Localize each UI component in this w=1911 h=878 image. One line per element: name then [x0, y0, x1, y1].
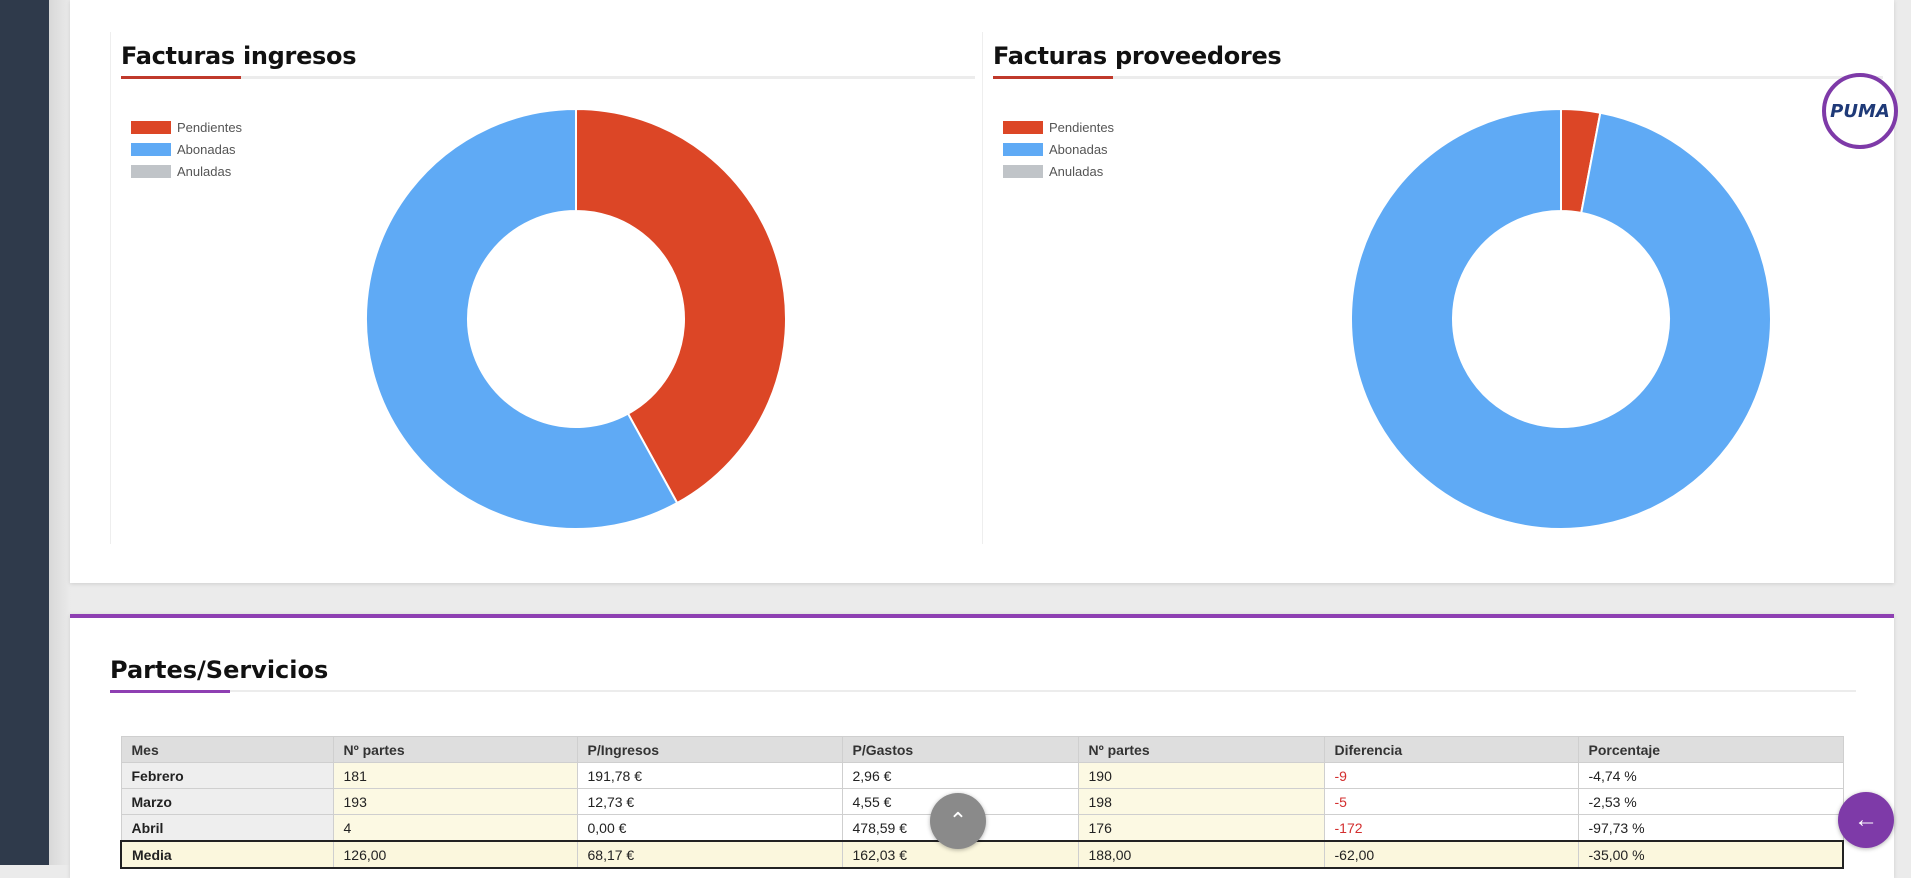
double-chevron-up-icon: ⌃ — [948, 808, 968, 833]
puma-logo[interactable]: PUMA — [1822, 73, 1898, 149]
cell-n-partes-2: 198 — [1077, 788, 1325, 815]
legend-label: Abonadas — [177, 141, 236, 157]
legend-swatch — [131, 120, 171, 134]
cell-mes: Febrero — [120, 762, 334, 789]
proveedores-legend: Pendientes Abonadas Anuladas — [1003, 116, 1114, 182]
legend-label: Anuladas — [1049, 163, 1104, 179]
cell-n-partes-2: 190 — [1077, 762, 1325, 789]
cell-porcentaje: -97,73 % — [1577, 814, 1844, 842]
cell-n-partes-2: 188,00 — [1077, 840, 1325, 869]
donut-slice-pendientes[interactable] — [575, 107, 787, 505]
table-row: Marzo 193 12,73 € 4,55 € 198 -5 -2,53 % — [120, 788, 1844, 815]
col-n-partes-2: Nº partes — [1077, 736, 1325, 763]
legend-item[interactable]: Abonadas — [1003, 138, 1114, 160]
partes-title-rule — [110, 690, 1856, 693]
legend-item[interactable]: Anuladas — [1003, 160, 1114, 182]
page-shadow — [49, 0, 71, 865]
donut-slice-abonadas[interactable] — [365, 107, 679, 530]
legend-swatch — [1003, 164, 1043, 178]
logo-text: PUMA — [1830, 100, 1890, 122]
cell-n-partes: 181 — [332, 762, 578, 789]
col-n-partes: Nº partes — [332, 736, 578, 763]
proveedores-panel: Facturas proveedores Pendientes Abonadas A… — [982, 32, 1883, 544]
ingresos-panel: Facturas ingresos Pendientes Abonadas Anul… — [110, 32, 975, 544]
cell-p-ingresos: 191,78 € — [576, 762, 843, 789]
cell-n-partes: 126,00 — [332, 840, 578, 869]
cell-p-ingresos: 68,17 € — [576, 840, 843, 869]
proveedores-title: Facturas proveedores — [993, 42, 1282, 70]
col-mes: Mes — [120, 736, 334, 763]
scroll-top-button[interactable]: ⌃ — [930, 793, 986, 849]
ingresos-donut-chart — [365, 107, 787, 530]
sidebar-rail — [0, 0, 49, 865]
legend-swatch — [131, 142, 171, 156]
cell-n-partes: 4 — [332, 814, 578, 842]
legend-swatch — [131, 164, 171, 178]
cell-n-partes-2: 176 — [1077, 814, 1325, 842]
legend-label: Abonadas — [1049, 141, 1108, 157]
cell-porcentaje: -35,00 % — [1577, 840, 1844, 869]
cell-porcentaje: -4,74 % — [1577, 762, 1844, 789]
ingresos-title-rule — [121, 76, 975, 79]
legend-label: Pendientes — [177, 119, 243, 135]
ingresos-legend: Pendientes Abonadas Anuladas — [131, 116, 242, 182]
legend-swatch — [1003, 142, 1043, 156]
proveedores-title-rule — [993, 76, 1883, 79]
donut-slice-abonadas[interactable] — [1350, 107, 1772, 530]
cell-n-partes: 193 — [332, 788, 578, 815]
cell-p-ingresos: 0,00 € — [576, 814, 843, 842]
table-row-media: Media 126,00 68,17 € 162,03 € 188,00 -62… — [120, 840, 1844, 869]
cell-p-ingresos: 12,73 € — [576, 788, 843, 815]
legend-item[interactable]: Pendientes — [131, 116, 242, 138]
legend-swatch — [1003, 120, 1043, 134]
cell-p-gastos: 2,96 € — [841, 762, 1079, 789]
cell-diferencia: -9 — [1323, 762, 1579, 789]
cell-mes: Media — [120, 840, 334, 869]
col-p-ingresos: P/Ingresos — [576, 736, 843, 763]
partes-table: Mes Nº partes P/Ingresos P/Gastos Nº par… — [120, 736, 1844, 869]
col-diferencia: Diferencia — [1323, 736, 1579, 763]
invoices-charts-card: Facturas ingresos Pendientes Abonadas Anul… — [70, 0, 1894, 583]
legend-label: Pendientes — [1049, 119, 1115, 135]
partes-title: Partes/Servicios — [110, 656, 329, 684]
proveedores-donut-chart — [1350, 107, 1772, 530]
cell-diferencia: -172 — [1323, 814, 1579, 842]
back-button[interactable]: ← — [1838, 792, 1894, 848]
partes-servicios-card: Partes/Servicios Mes Nº partes P/Ingreso… — [70, 614, 1894, 878]
cell-porcentaje: -2,53 % — [1577, 788, 1844, 815]
ingresos-title: Facturas ingresos — [121, 42, 357, 70]
cell-diferencia: -62,00 — [1323, 840, 1579, 869]
col-porcentaje: Porcentaje — [1577, 736, 1844, 763]
cell-mes: Abril — [120, 814, 334, 842]
legend-item[interactable]: Anuladas — [131, 160, 242, 182]
legend-item[interactable]: Pendientes — [1003, 116, 1114, 138]
legend-label: Anuladas — [177, 163, 232, 179]
table-row: Febrero 181 191,78 € 2,96 € 190 -9 -4,74… — [120, 762, 1844, 789]
col-p-gastos: P/Gastos — [841, 736, 1079, 763]
legend-item[interactable]: Abonadas — [131, 138, 242, 160]
cell-diferencia: -5 — [1323, 788, 1579, 815]
cell-mes: Marzo — [120, 788, 334, 815]
table-header-row: Mes Nº partes P/Ingresos P/Gastos Nº par… — [120, 736, 1844, 763]
arrow-left-icon: ← — [1854, 806, 1878, 833]
